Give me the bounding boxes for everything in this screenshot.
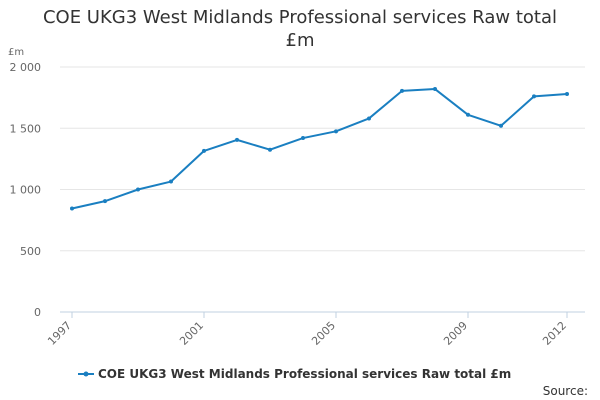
data-point[interactable] — [499, 123, 503, 128]
y-tick-label: 1 000 — [10, 184, 42, 197]
data-point[interactable] — [532, 94, 536, 99]
y-tick-label: 2 000 — [10, 61, 42, 74]
gridlines — [60, 66, 585, 313]
series-group — [70, 87, 569, 211]
series-line — [71, 88, 568, 210]
data-point[interactable] — [466, 112, 470, 117]
data-point[interactable] — [70, 206, 74, 211]
y-axis-unit-label: £m — [8, 47, 24, 58]
y-axis-ticks: 0 500 1 000 1 500 2 000 — [10, 61, 42, 319]
x-tick-label: 2001 — [177, 319, 206, 348]
source-label: Source: — [543, 384, 588, 398]
x-tick-label: 2009 — [441, 319, 470, 348]
data-point[interactable] — [400, 88, 404, 93]
data-point[interactable] — [334, 129, 338, 134]
chart-title-line-1: COE UKG3 West Midlands Professional serv… — [42, 7, 558, 28]
data-point[interactable] — [433, 87, 437, 92]
x-tick-label: 2012 — [540, 319, 569, 348]
y-tick-label: 1 500 — [10, 122, 42, 135]
data-point[interactable] — [202, 148, 206, 153]
chart-title-line-2: £m — [285, 30, 315, 51]
y-tick-label: 500 — [20, 245, 41, 258]
data-point[interactable] — [268, 147, 272, 152]
x-tick-label: 2005 — [309, 319, 338, 348]
x-axis-ticks: 1997 2001 2005 2009 2012 — [45, 312, 569, 348]
legend-marker — [83, 371, 89, 377]
data-point[interactable] — [136, 187, 140, 192]
data-point[interactable] — [103, 199, 107, 204]
data-point[interactable] — [235, 137, 239, 142]
data-point[interactable] — [367, 116, 371, 121]
y-tick-label: 0 — [34, 306, 41, 319]
data-point[interactable] — [169, 179, 173, 184]
chart-title: COE UKG3 West Midlands Professional serv… — [0, 6, 600, 52]
legend-label[interactable]: COE UKG3 West Midlands Professional serv… — [98, 367, 511, 381]
data-point[interactable] — [565, 91, 569, 96]
legend[interactable]: COE UKG3 West Midlands Professional serv… — [78, 367, 511, 381]
data-point[interactable] — [301, 136, 305, 141]
x-tick-label: 1997 — [45, 319, 74, 348]
